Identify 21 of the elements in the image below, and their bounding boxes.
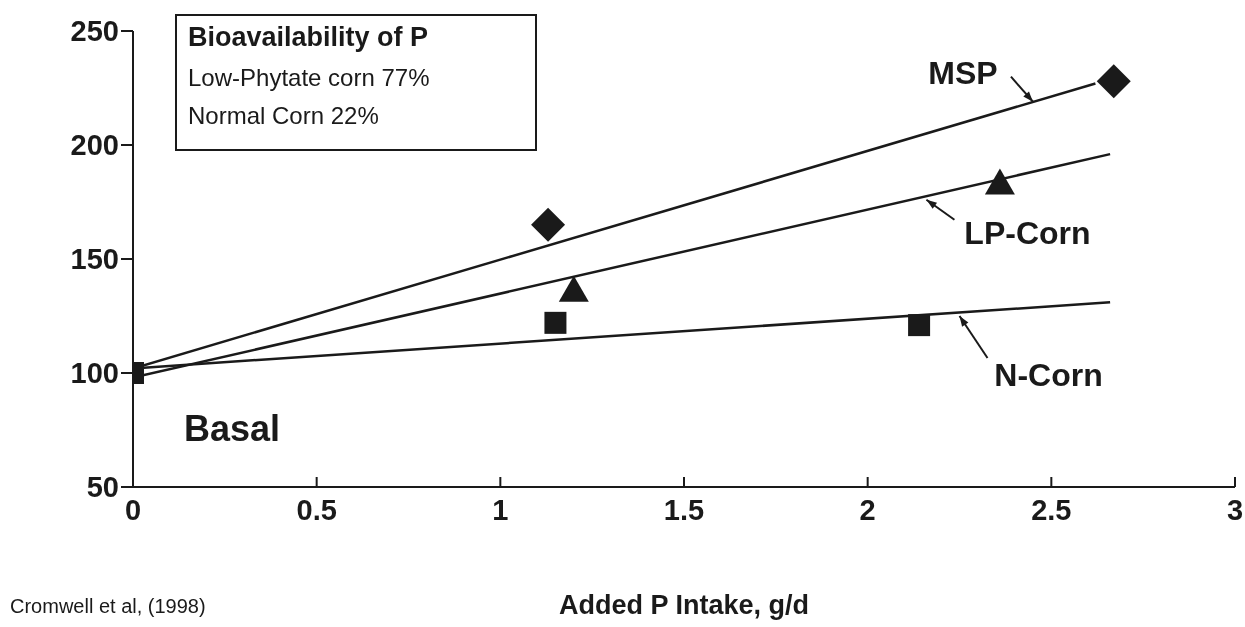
x-axis-title: Added P Intake, g/d bbox=[558, 590, 810, 620]
annotation: Low-Phytate corn 77% bbox=[188, 64, 430, 92]
annotation: MSP bbox=[928, 54, 998, 91]
x-tick-label: 2 bbox=[859, 493, 876, 526]
annotation: Normal Corn 22% bbox=[188, 102, 379, 130]
annotation: LP-Corn bbox=[964, 214, 1091, 251]
x-tick-label: 1 bbox=[492, 493, 509, 526]
y-tick-label: 100 bbox=[70, 357, 119, 390]
x-tick-label: 3 bbox=[1226, 493, 1244, 526]
y-tick-label: 200 bbox=[70, 129, 119, 162]
text: Cromwell et al, (1998) bbox=[10, 595, 206, 618]
annotation: Bioavailability of P bbox=[188, 22, 429, 53]
x-tick-label: 0.5 bbox=[296, 493, 337, 526]
y-tick-label: 150 bbox=[70, 243, 119, 276]
x-tick-label: 1.5 bbox=[663, 493, 705, 526]
x-tick-label: 2.5 bbox=[1031, 493, 1072, 526]
annotation: N-Corn bbox=[994, 357, 1103, 393]
annotation: Basal bbox=[184, 408, 281, 450]
y-tick-label: 250 bbox=[70, 15, 119, 48]
y-tick-label: 50 bbox=[86, 471, 119, 504]
x-tick-label: 0 bbox=[124, 493, 142, 526]
